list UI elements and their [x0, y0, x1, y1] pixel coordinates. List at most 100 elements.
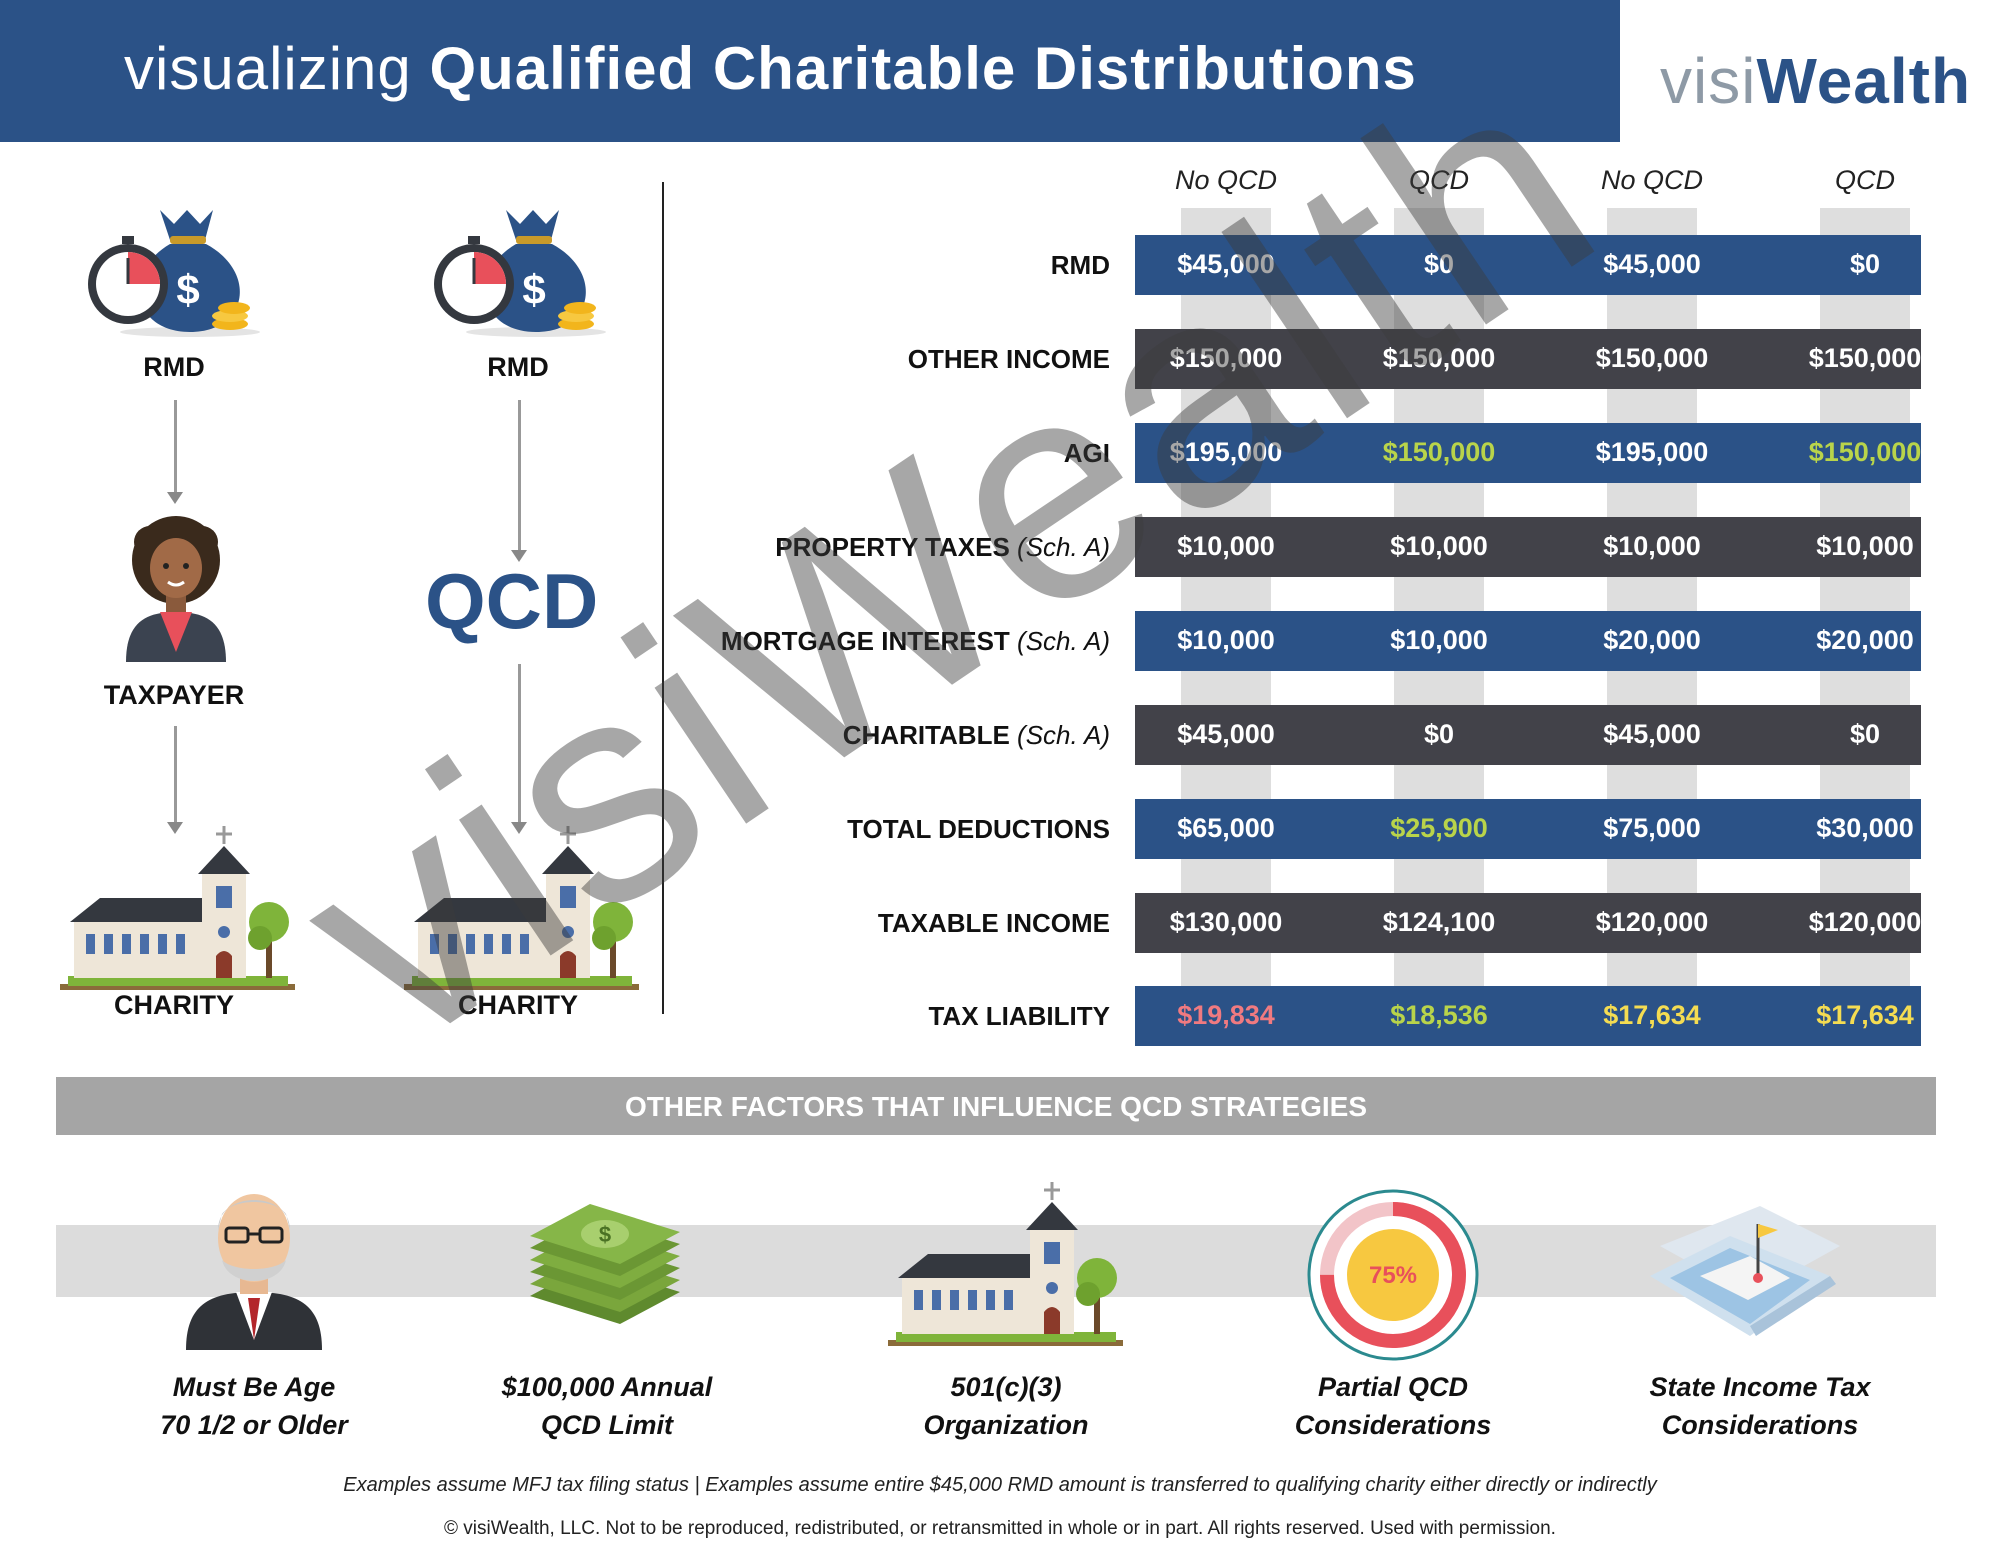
factor-org-label: 501(c)(3) Organization [846, 1368, 1166, 1444]
column-header: QCD [1409, 165, 1469, 195]
header-banner [0, 0, 1620, 142]
table-cell: $10,000 [1816, 531, 1914, 561]
charity-left-label: CHARITY [114, 990, 234, 1020]
elderly-man-icon [186, 1194, 322, 1350]
factor-state-label: State Income Tax Considerations [1600, 1368, 1920, 1444]
flow-right-rmd-label: RMD [487, 352, 549, 382]
row-label: CHARITABLE (Sch. A) [843, 720, 1110, 751]
svg-text:$: $ [176, 266, 199, 313]
table-row [1135, 893, 1921, 953]
charity-right-church-icon [404, 826, 639, 990]
flow-left-arrow-1 [167, 400, 183, 504]
factor-org-line1: 501(c)(3) [950, 1372, 1062, 1402]
table-cell: $130,000 [1169, 907, 1283, 937]
table-row [1135, 705, 1921, 765]
column-header: QCD [1835, 165, 1895, 195]
table-cell: $150,000 [1169, 343, 1283, 373]
table-row [1135, 611, 1921, 671]
table-cell: $10,000 [1390, 531, 1488, 561]
table-cell: $65,000 [1177, 813, 1275, 843]
table-cell: $120,000 [1808, 907, 1922, 937]
factors-title: OTHER FACTORS THAT INFLUENCE QCD STRATEG… [624, 1091, 1367, 1122]
table-cell: $150,000 [1808, 437, 1922, 467]
table-cell: $0 [1423, 249, 1455, 279]
factor-org-line2: Organization [923, 1410, 1089, 1440]
table-row [1135, 799, 1921, 859]
logo-text-wealth: Wealth [1756, 45, 1972, 117]
logo-text-visi: visi [1660, 45, 1757, 117]
row-label-text: TOTAL DEDUCTIONS [847, 814, 1110, 844]
table-cell: $17,634 [1816, 1000, 1914, 1030]
table-cell: $45,000 [1603, 719, 1701, 749]
factor-state-line1: State Income Tax [1649, 1372, 1871, 1402]
table-cell: $17,634 [1603, 1000, 1701, 1030]
table-cell: $19,834 [1177, 1000, 1275, 1030]
row-label-note: (Sch. A) [1017, 532, 1110, 562]
gauge-percent-text: 75% [1369, 1262, 1417, 1289]
table-cell: $18,536 [1390, 1000, 1488, 1030]
table-row [1135, 986, 1921, 1046]
flow-left-rmd-label: RMD [143, 352, 205, 382]
footnote: Examples assume MFJ tax filing status | … [343, 1474, 1657, 1496]
money-stack-icon: $ [530, 1204, 680, 1324]
table-cell: $20,000 [1603, 625, 1701, 655]
row-label: TAX LIABILITY [928, 1001, 1110, 1032]
copyright-notice: © visiWealth, LLC. Not to be reproduced,… [444, 1518, 1556, 1539]
row-label: OTHER INCOME [908, 344, 1110, 375]
row-label: PROPERTY TAXES (Sch. A) [775, 532, 1110, 563]
row-label: AGI [1064, 438, 1110, 469]
row-label-note: (Sch. A) [1017, 720, 1110, 750]
factor-age-label: Must Be Age 70 1/2 or Older [94, 1368, 414, 1444]
table-row [1135, 235, 1921, 295]
factor-state-line2: Considerations [1661, 1410, 1859, 1440]
table-cell: $0 [1423, 719, 1455, 749]
row-label-text: OTHER INCOME [907, 344, 1110, 374]
table-cell: $45,000 [1177, 719, 1275, 749]
page-title: visualizing Qualified Charitable Distrib… [124, 34, 1417, 103]
table-cell: $0 [1849, 249, 1881, 279]
table-cell: $120,000 [1595, 907, 1709, 937]
table-cell: $45,000 [1603, 249, 1701, 279]
table-cell: $25,900 [1390, 813, 1488, 843]
qcd-heading: QCD [425, 557, 599, 645]
table-row [1135, 423, 1921, 483]
brand-logo: visiWealth [1660, 44, 1971, 118]
table-row [1135, 329, 1921, 389]
column-header: No QCD [1174, 165, 1277, 195]
section-divider [662, 182, 664, 1014]
table-cell: $10,000 [1603, 531, 1701, 561]
factors-header-band [56, 1077, 1936, 1135]
table-cell: $124,100 [1382, 907, 1496, 937]
title-main: Qualified Charitable Distributions [429, 35, 1417, 102]
donut-gauge-icon: 75% [1307, 1189, 1479, 1361]
row-label: TOTAL DEDUCTIONS [847, 814, 1110, 845]
factor-age-line2: 70 1/2 or Older [160, 1410, 348, 1440]
table-cell: $20,000 [1816, 625, 1914, 655]
svg-text:$: $ [522, 266, 545, 313]
table-cell: $75,000 [1603, 813, 1701, 843]
charity-right-label: CHARITY [458, 990, 578, 1020]
table-cell: $10,000 [1177, 625, 1275, 655]
table-cell: $150,000 [1382, 343, 1496, 373]
row-label: MORTGAGE INTEREST (Sch. A) [721, 626, 1110, 657]
row-label: TAXABLE INCOME [878, 908, 1110, 939]
svg-text:$: $ [599, 1222, 611, 1247]
title-prefix: visualizing [124, 35, 430, 102]
table-cell: $195,000 [1595, 437, 1709, 467]
table-cell: $195,000 [1169, 437, 1283, 467]
row-label-text: MORTGAGE INTEREST [720, 626, 1010, 656]
row-label-text: PROPERTY TAXES [775, 532, 1010, 562]
table-cell: $10,000 [1177, 531, 1275, 561]
flow-left-arrow-2 [167, 726, 183, 834]
table-cell: $10,000 [1390, 625, 1488, 655]
row-label: RMD [1051, 250, 1110, 281]
factor-limit-label: $100,000 Annual QCD Limit [447, 1368, 767, 1444]
column-header: No QCD [1600, 165, 1703, 195]
taxpayer-woman-icon [126, 516, 226, 662]
flow-right-arrow-2 [511, 664, 527, 834]
map-pin-icon [1650, 1206, 1840, 1336]
factor-partial-line2: Considerations [1294, 1410, 1492, 1440]
table-row [1135, 517, 1921, 577]
factor-partial-line1: Partial QCD [1317, 1372, 1469, 1402]
rmd-money-bag-icon: $ [88, 210, 260, 337]
